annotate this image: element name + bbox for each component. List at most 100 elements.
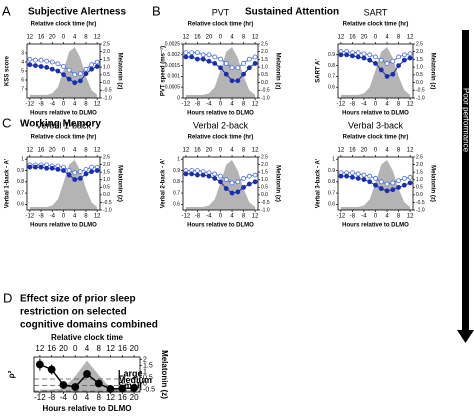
y2-axis-label: Melatonin (z)	[274, 53, 280, 90]
data-point	[407, 51, 413, 57]
y2-tick-label: -0.5	[416, 200, 425, 206]
data-point	[89, 62, 94, 68]
y2-axis-label: Melatonin (z)	[116, 165, 122, 202]
data-point	[223, 71, 229, 77]
data-point	[106, 385, 115, 393]
data-point	[200, 172, 206, 178]
y2-tick-label: 0.0	[261, 192, 268, 198]
y-tick-label: 0.8	[17, 179, 24, 185]
y2-tick-label: -1.0	[261, 95, 270, 101]
x2-tick-label: 16	[349, 35, 356, 41]
data-point	[218, 56, 223, 62]
y-tick-label: 0.001	[167, 74, 180, 80]
data-point	[77, 169, 83, 175]
data-point	[384, 188, 390, 194]
y-tick-label: 0.8	[328, 179, 335, 185]
x-tick-label: 12	[252, 102, 259, 108]
data-point	[66, 76, 72, 82]
data-point	[72, 177, 78, 182]
x-tick-label: -12	[337, 102, 346, 108]
y-tick-label: 0.9	[328, 168, 335, 174]
x-axis-label: Hours relative to DLMO	[187, 111, 254, 117]
x2-tick-label: 12	[26, 35, 33, 41]
x2-tick-label: 4	[385, 35, 389, 41]
y-axis-label: KSS score	[5, 55, 11, 86]
x2-tick-label: 0	[219, 148, 223, 154]
y-axis-label: Verbal 2-back - A'	[161, 158, 167, 208]
x2-tick-label: 12	[252, 148, 259, 154]
x2-tick-label: 12	[106, 344, 115, 353]
x-tick-label: 12	[407, 214, 414, 220]
x-tick-label: 8	[242, 102, 246, 108]
y2-tick-label: 1.5	[416, 169, 423, 175]
data-point	[235, 179, 241, 185]
data-point	[33, 63, 38, 68]
x-tick-label: 0	[374, 102, 378, 108]
data-point	[66, 67, 72, 73]
data-point	[338, 52, 344, 58]
panel-title: Working Memory	[20, 119, 101, 130]
data-point	[241, 185, 246, 190]
y-tick-label: 0.6	[328, 202, 335, 208]
data-point	[94, 64, 100, 69]
y-axis-label: ρ²	[7, 370, 16, 378]
data-point	[44, 165, 50, 171]
data-point	[384, 61, 390, 66]
y2-tick-label: 2.5	[416, 41, 423, 47]
data-point	[212, 176, 218, 181]
data-point	[118, 384, 127, 393]
data-point	[218, 179, 223, 185]
x2-tick-label: 4	[73, 148, 77, 154]
y-axis-label: PVT speed (ms⁻¹)	[160, 46, 167, 96]
data-point	[223, 186, 229, 191]
data-point	[355, 176, 361, 181]
data-point	[77, 71, 83, 77]
x2-tick-label: 12	[252, 35, 259, 41]
y-axis-label: Verbal 3-back - A'	[316, 158, 322, 208]
panel-title: restriction on selected	[20, 307, 127, 318]
y2-axis-label: Melatonin (z)	[116, 53, 122, 90]
y-tick-label: 1	[21, 157, 24, 163]
x-tick-label: 4	[385, 214, 389, 220]
x-tick-label: -12	[182, 214, 191, 220]
data-point	[396, 185, 401, 190]
data-point	[200, 56, 206, 62]
y2-tick-label: 0.0	[416, 192, 423, 198]
data-point	[218, 65, 223, 71]
data-point	[390, 71, 396, 77]
data-point	[361, 51, 367, 57]
x2-tick-label: 16	[349, 148, 356, 154]
y-tick-label: 0.6	[17, 202, 24, 208]
y-tick-label: 0.7	[328, 74, 335, 80]
y2-tick-label: 0.0	[416, 80, 423, 86]
data-point	[183, 171, 189, 177]
data-point	[235, 78, 241, 84]
y-tick-label: 0.8	[173, 179, 180, 185]
data-point	[183, 54, 189, 60]
data-point	[338, 173, 344, 179]
x2-tick-label: 16	[38, 35, 45, 41]
x2-tick-label: 20	[59, 344, 68, 353]
y-tick-label: 0.0015	[165, 63, 181, 69]
x2-tick-label: 8	[397, 35, 401, 41]
y-tick-label: 4	[21, 59, 24, 65]
y2-tick-label: 1.0	[261, 64, 268, 70]
y2-tick-label: 2.0	[416, 162, 423, 168]
y2-tick-label: -1.0	[416, 207, 425, 213]
x2-tick-label: 4	[230, 148, 234, 154]
y-tick-label: 0.9	[328, 52, 335, 58]
x-tick-label: 4	[85, 393, 90, 402]
data-point	[373, 176, 378, 181]
data-point	[241, 61, 246, 66]
y2-axis-label: Melatonin (z)	[274, 165, 280, 202]
chart-title: Verbal 3-back	[348, 120, 404, 130]
x2-tick-label: 12	[35, 344, 44, 353]
y2-tick-label: 1.5	[261, 169, 268, 175]
x-tick-label: 8	[397, 214, 401, 220]
x2-axis-label: Relative clock time (hr)	[343, 22, 409, 28]
panel-title: Sustained Attention	[245, 7, 339, 18]
data-point	[246, 65, 252, 71]
data-point	[44, 65, 50, 70]
data-point	[206, 52, 212, 58]
x-tick-label: -12	[182, 102, 191, 108]
